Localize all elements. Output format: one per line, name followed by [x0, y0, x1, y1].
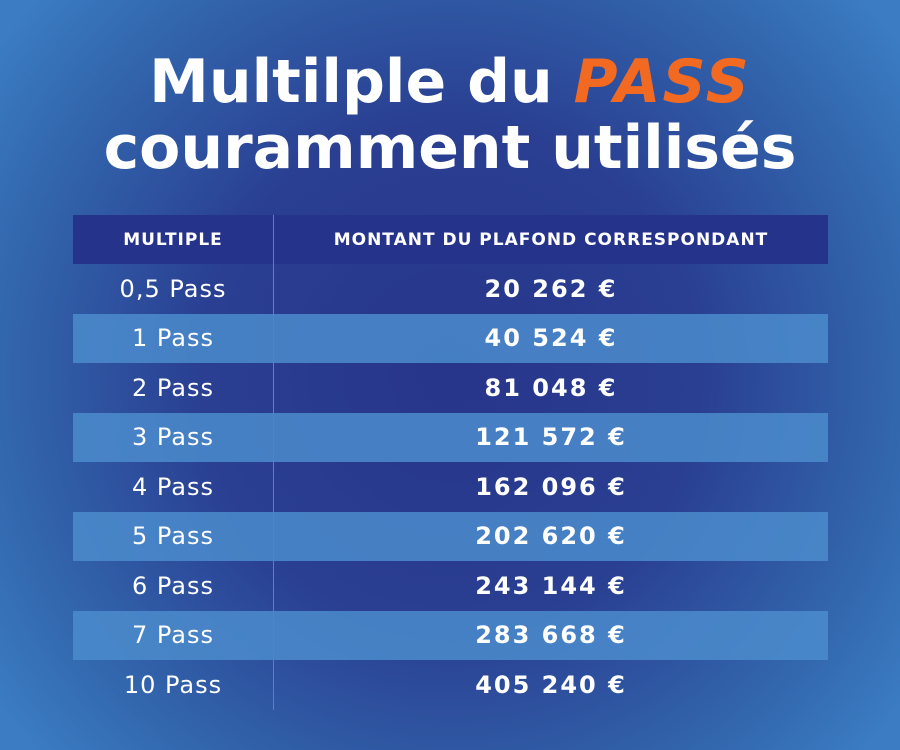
table-row: 0,5 Pass 20 262 €	[73, 264, 828, 314]
title-line-2: couramment utilisés	[103, 113, 797, 183]
amount-cell: 243 144 €	[475, 571, 627, 600]
table-row: 5 Pass 202 620 €	[73, 511, 828, 561]
header-multiple: MULTIPLE	[73, 215, 274, 264]
amount-cell: 81 048 €	[484, 373, 618, 402]
table-header-row: MULTIPLE MONTANT DU PLAFOND CORRESPONDAN…	[73, 215, 828, 264]
multiple-cell: 7 Pass	[73, 610, 274, 660]
amount-cell: 202 620 €	[273, 511, 828, 561]
multiple-cell: 10 Pass	[73, 660, 274, 710]
table-row: 10 Pass 405 240 €	[73, 660, 828, 710]
multiple-cell: 0,5 Pass	[73, 264, 274, 314]
pass-multiples-table: MULTIPLE MONTANT DU PLAFOND CORRESPONDAN…	[73, 215, 828, 710]
amount-cell: 405 240 €	[475, 670, 627, 699]
multiple-cell: 3 Pass	[73, 412, 274, 462]
table-row: 6 Pass 243 144 €	[73, 561, 828, 611]
multiple-cell: 2 Pass	[73, 363, 274, 413]
amount-cell: 20 262 €	[484, 274, 618, 303]
amount-cell: 162 096 €	[475, 472, 627, 501]
amount-cell: 283 668 €	[273, 610, 828, 660]
title-prefix: Multilple du	[149, 47, 574, 117]
table-row: 7 Pass 283 668 €	[73, 610, 828, 660]
table-row: 3 Pass 121 572 €	[73, 412, 828, 462]
header-amount: MONTANT DU PLAFOND CORRESPONDANT	[273, 215, 828, 264]
amount-cell: 40 524 €	[273, 313, 828, 363]
multiple-cell: 6 Pass	[73, 561, 274, 611]
multiple-cell: 4 Pass	[73, 462, 274, 512]
multiple-cell: 1 Pass	[73, 313, 274, 363]
table-row: 2 Pass 81 048 €	[73, 363, 828, 413]
amount-cell: 121 572 €	[273, 412, 828, 462]
multiple-cell: 5 Pass	[73, 511, 274, 561]
title-pass-highlight: PASS	[573, 47, 751, 117]
table-row: 1 Pass 40 524 €	[73, 313, 828, 363]
table-row: 4 Pass 162 096 €	[73, 462, 828, 512]
title-line-1: Multilple du PASS	[0, 52, 900, 112]
